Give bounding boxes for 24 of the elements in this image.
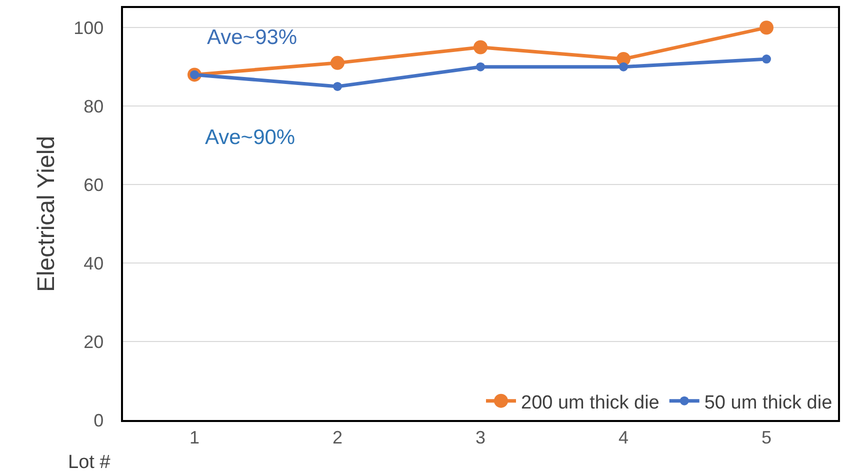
point (330, 56, 344, 70)
annotation: Ave~93% (207, 26, 298, 49)
point (476, 62, 485, 72)
x-tick-label: 2 (332, 427, 343, 448)
x-tick-label: 4 (618, 427, 629, 448)
x-tick-label: 1 (189, 427, 200, 448)
y-axis-title: Electrical Yield (33, 136, 60, 292)
point (333, 82, 342, 91)
y-tick-label: 80 (84, 96, 104, 116)
y-tick-label: 60 (84, 174, 104, 195)
legend-label: 50 um thick die (704, 392, 832, 414)
x-axis-title: Lot # (68, 452, 111, 473)
y-tick-label: 0 (94, 410, 104, 430)
legend-label: 200 um thick die (521, 392, 660, 414)
y-tick-label: 100 (74, 18, 104, 38)
point (762, 54, 771, 64)
y-tick-label: 40 (84, 253, 104, 274)
point (474, 40, 488, 54)
y-tick-label: 20 (84, 332, 104, 352)
point (760, 20, 774, 35)
x-tick-label: 3 (475, 427, 486, 448)
annotation: Ave~90% (205, 126, 296, 149)
x-tick-label: 5 (761, 427, 772, 448)
point (619, 62, 628, 72)
